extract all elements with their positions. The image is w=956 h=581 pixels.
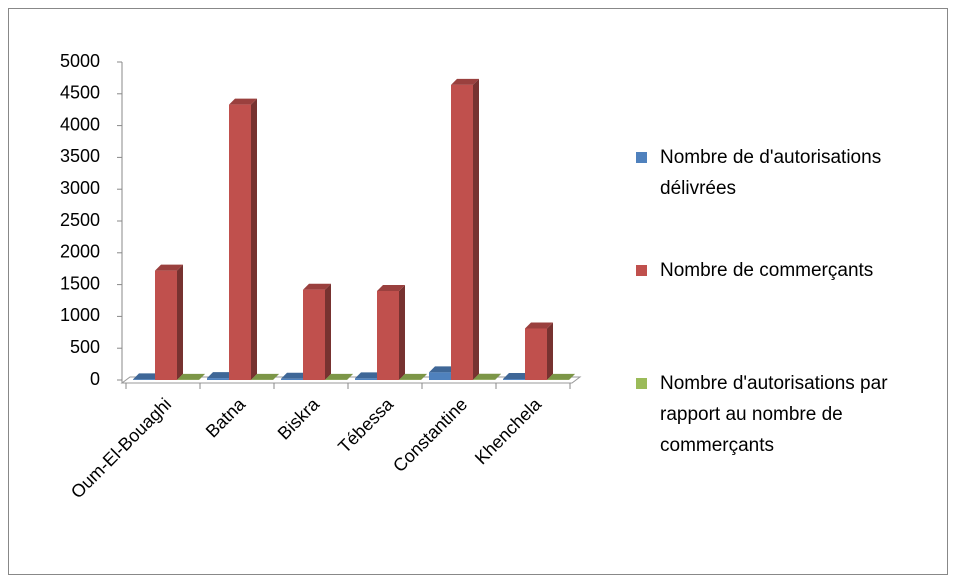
bar-top — [251, 373, 279, 380]
legend-label: Nombre d'autorisations par rapport au no… — [660, 373, 888, 456]
bar — [355, 378, 377, 380]
bar-top — [207, 372, 235, 379]
bar-top — [281, 372, 309, 379]
bar — [503, 379, 525, 380]
bar-top — [229, 98, 257, 105]
bar-top — [177, 373, 205, 380]
bar-top — [155, 264, 183, 271]
bar — [429, 372, 451, 380]
bar — [303, 289, 325, 380]
bar-top — [399, 373, 427, 380]
y-tick-label: 4000 — [60, 114, 100, 134]
bar — [451, 84, 473, 380]
y-tick-label: 5000 — [60, 51, 100, 71]
bar-top — [525, 322, 553, 329]
legend-swatch — [636, 152, 647, 163]
bar-side — [251, 98, 257, 380]
y-tick-label: 3000 — [60, 178, 100, 198]
legend-item: Nombre de d'autorisations délivrées — [636, 142, 926, 204]
bar-side — [399, 284, 405, 380]
legend-item: Nombre d'autorisations par rapport au no… — [636, 368, 926, 461]
y-tick-label: 4500 — [60, 83, 100, 103]
bar-top — [377, 284, 405, 291]
bar-top — [547, 373, 575, 380]
bar-top — [473, 373, 501, 380]
bar — [133, 379, 155, 380]
bar-top — [429, 366, 457, 373]
bar — [207, 378, 229, 380]
y-tick-label: 500 — [70, 337, 100, 357]
bar — [229, 104, 251, 380]
bar-side — [325, 283, 331, 380]
bar-side — [473, 78, 479, 381]
bar — [155, 270, 177, 380]
bar-side — [273, 373, 279, 380]
y-tick-label: 1500 — [60, 273, 100, 293]
bar-side — [569, 373, 575, 380]
legend-label: Nombre de d'autorisations délivrées — [660, 147, 882, 199]
y-tick-label: 0 — [90, 369, 100, 389]
bar-top — [355, 372, 383, 379]
bar — [525, 328, 547, 380]
y-tick-label: 2000 — [60, 242, 100, 262]
bar-side — [177, 264, 183, 380]
legend-label: Nombre de commerçants — [660, 260, 874, 281]
y-tick-label: 1000 — [60, 305, 100, 325]
bar-side — [547, 322, 553, 380]
legend-swatch — [636, 378, 647, 389]
bar-side — [421, 373, 427, 380]
legend-item: Nombre de commerçants — [636, 255, 926, 286]
y-tick-label: 2500 — [60, 210, 100, 230]
bar-top — [451, 78, 479, 85]
y-tick-label: 3500 — [60, 146, 100, 166]
bar-side — [199, 373, 205, 380]
bar — [377, 290, 399, 380]
bar-top — [303, 283, 331, 290]
bar-top — [133, 373, 161, 380]
bar-top — [503, 373, 531, 380]
legend-swatch — [636, 265, 647, 276]
bar — [281, 378, 303, 380]
bar-top — [325, 373, 353, 380]
bar-side — [347, 373, 353, 380]
bar-side — [495, 373, 501, 380]
